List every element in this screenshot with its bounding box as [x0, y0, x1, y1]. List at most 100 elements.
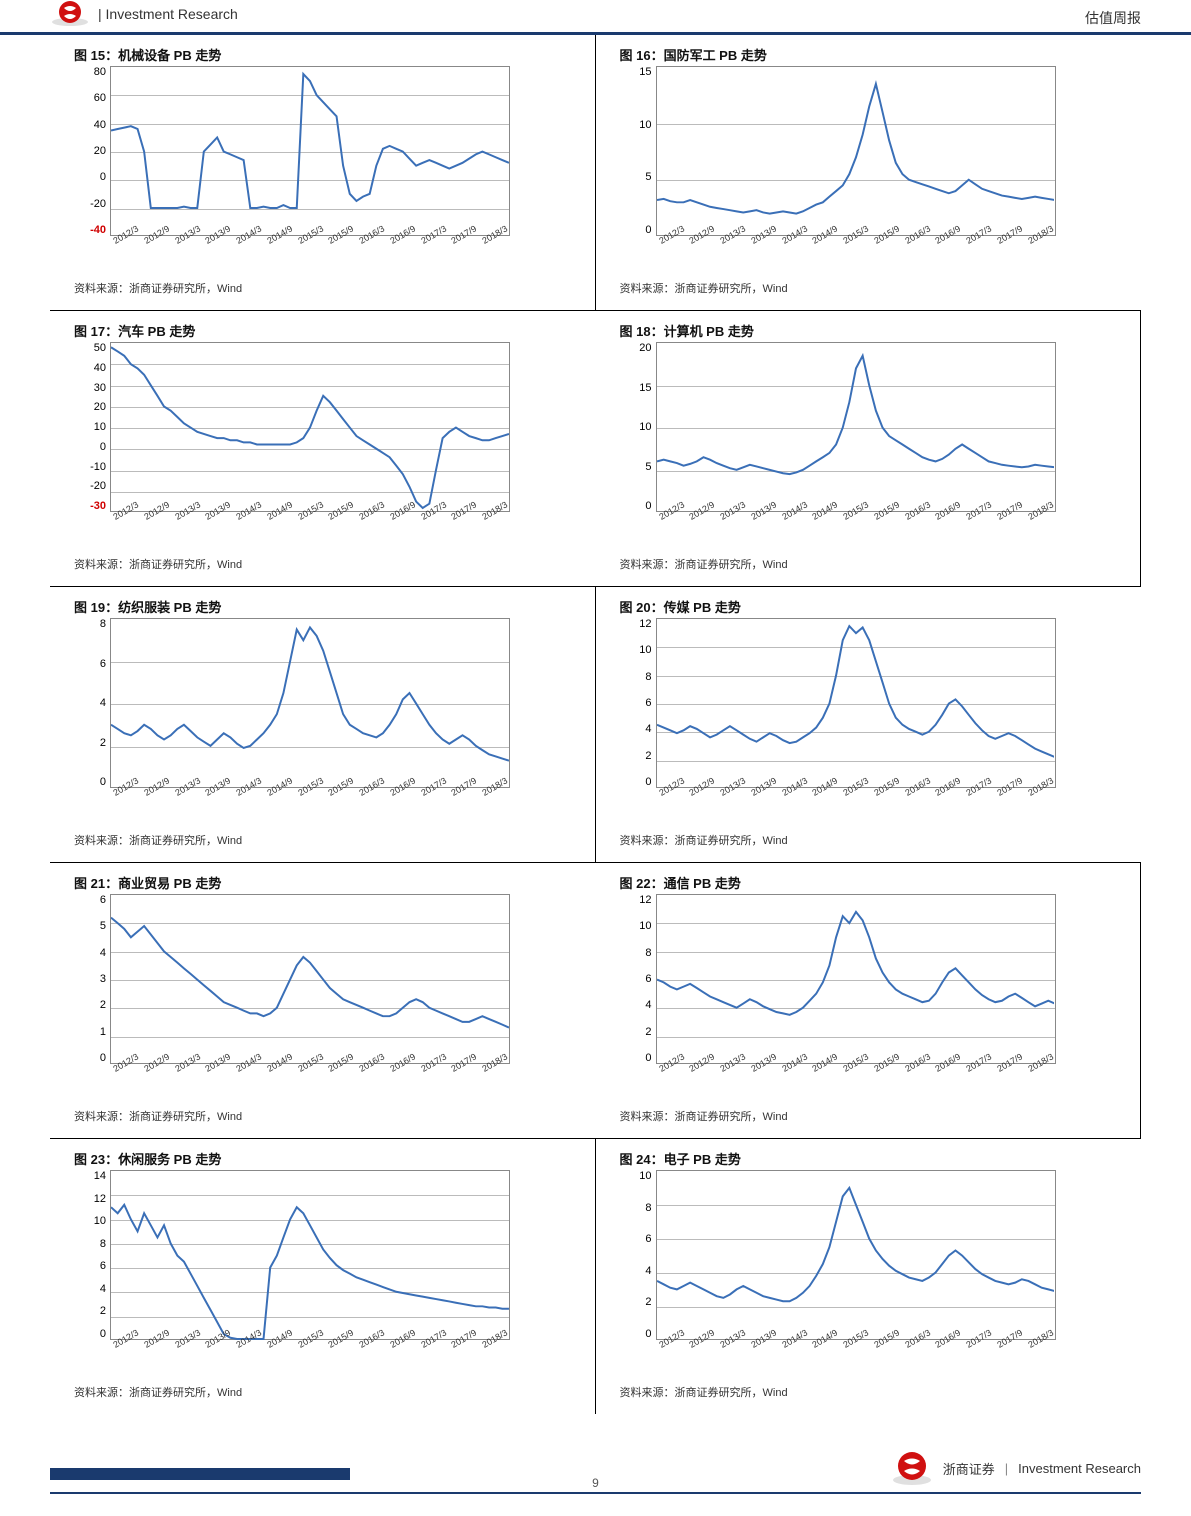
y-tick: 10: [70, 421, 106, 433]
y-tick: 0: [616, 224, 652, 236]
series-line: [657, 912, 1055, 1015]
y-tick: 1: [70, 1026, 106, 1038]
y-tick: -40: [70, 224, 106, 236]
y-tick: 50: [70, 342, 106, 354]
chart-body: 151050: [616, 66, 1122, 236]
y-tick: 10: [616, 920, 652, 932]
series-line: [111, 347, 509, 508]
chart-title: 图 24：电子 PB 走势: [616, 1149, 1122, 1168]
y-tick: 0: [616, 500, 652, 512]
y-tick: 8: [70, 618, 106, 630]
chart-cell: 图 21：商业贸易 PB 走势65432102012/32012/92013/3…: [50, 863, 596, 1138]
y-tick: 0: [70, 171, 106, 183]
y-tick: 14: [70, 1170, 106, 1182]
chart-source: 资料来源：浙商证券研究所，Wind: [616, 280, 1122, 296]
chart-source: 资料来源：浙商证券研究所，Wind: [616, 1108, 1121, 1124]
y-tick: -10: [70, 461, 106, 473]
y-axis: 6543210: [70, 894, 110, 1064]
y-tick: 2: [70, 999, 106, 1011]
y-axis: 86420: [70, 618, 110, 788]
x-axis: 2012/32012/92013/32013/92014/32014/92015…: [110, 514, 510, 536]
y-tick: 2: [616, 1296, 652, 1308]
x-axis: 2012/32012/92013/32013/92014/32014/92015…: [656, 790, 1056, 812]
chart-title: 图 20：传媒 PB 走势: [616, 597, 1122, 616]
line-chart-svg: [111, 1171, 509, 1340]
chart-body: 14121086420: [70, 1170, 575, 1340]
chart-source: 资料来源：浙商证券研究所，Wind: [70, 1384, 575, 1400]
plot-area: [656, 342, 1056, 512]
chart-body: 20151050: [616, 342, 1121, 512]
y-tick: 10: [616, 1170, 652, 1182]
y-axis: 50403020100-10-20-30: [70, 342, 110, 512]
y-tick: 12: [616, 618, 652, 630]
plot-area: [110, 66, 510, 236]
plot-area: [110, 342, 510, 512]
line-chart-svg: [657, 343, 1055, 512]
chart-title: 图 16：国防军工 PB 走势: [616, 45, 1122, 64]
y-axis: 121086420: [616, 618, 656, 788]
header-right-text: 估值周报: [1085, 8, 1141, 28]
company-logo-icon: [50, 0, 90, 28]
y-tick: 4: [70, 697, 106, 709]
line-chart-svg: [657, 619, 1055, 788]
chart-cell: 图 19：纺织服装 PB 走势864202012/32012/92013/320…: [50, 587, 596, 862]
y-tick: 10: [70, 1215, 106, 1227]
y-tick: 8: [70, 1238, 106, 1250]
chart-title: 图 22：通信 PB 走势: [616, 873, 1121, 892]
x-axis: 2012/32012/92013/32013/92014/32014/92015…: [110, 1342, 510, 1364]
y-tick: 5: [616, 171, 652, 183]
y-tick: 10: [616, 644, 652, 656]
chart-source: 资料来源：浙商证券研究所，Wind: [616, 1384, 1122, 1400]
series-line: [111, 627, 509, 760]
chart-title: 图 21：商业贸易 PB 走势: [70, 873, 576, 892]
y-tick: 2: [70, 1305, 106, 1317]
y-tick: 0: [616, 1328, 652, 1340]
y-tick: 0: [70, 1328, 106, 1340]
chart-source: 资料来源：浙商证券研究所，Wind: [616, 556, 1121, 572]
series-line: [657, 356, 1055, 474]
chart-source: 资料来源：浙商证券研究所，Wind: [70, 556, 576, 572]
y-tick: 6: [70, 894, 106, 906]
y-axis: 20151050: [616, 342, 656, 512]
series-line: [657, 84, 1055, 214]
chart-body: 6543210: [70, 894, 576, 1064]
plot-area: [656, 894, 1056, 1064]
chart-body: 121086420: [616, 894, 1121, 1064]
y-tick: 5: [616, 461, 652, 473]
y-axis: 1086420: [616, 1170, 656, 1340]
x-axis: 2012/32012/92013/32013/92014/32014/92015…: [656, 1066, 1056, 1088]
page-footer: 浙商证券 | Investment Research 9: [0, 1424, 1191, 1494]
y-tick: 8: [616, 671, 652, 683]
y-tick: 4: [616, 723, 652, 735]
x-axis: 2012/32012/92013/32013/92014/32014/92015…: [656, 1342, 1056, 1364]
y-tick: 12: [616, 894, 652, 906]
chart-body: 86420: [70, 618, 575, 788]
y-tick: -20: [70, 198, 106, 210]
y-tick: 2: [616, 750, 652, 762]
chart-cell: 图 24：电子 PB 走势10864202012/32012/92013/320…: [596, 1139, 1142, 1414]
chart-body: 50403020100-10-20-30: [70, 342, 576, 512]
series-line: [657, 1188, 1055, 1301]
series-line: [111, 1205, 509, 1339]
line-chart-svg: [111, 895, 509, 1064]
chart-cell: 图 16：国防军工 PB 走势1510502012/32012/92013/32…: [596, 35, 1142, 310]
plot-area: [110, 1170, 510, 1340]
y-axis: 151050: [616, 66, 656, 236]
page-number: 9: [592, 1476, 599, 1490]
chart-title: 图 19：纺织服装 PB 走势: [70, 597, 575, 616]
x-axis: 2012/32012/92013/32013/92014/32014/92015…: [656, 514, 1056, 536]
line-chart-svg: [111, 343, 509, 512]
footer-accent-bar: [50, 1468, 350, 1480]
y-tick: 0: [70, 441, 106, 453]
y-tick: 10: [616, 119, 652, 131]
line-chart-svg: [657, 1171, 1055, 1340]
x-axis: 2012/32012/92013/32013/92014/32014/92015…: [110, 238, 510, 260]
y-tick: 3: [70, 973, 106, 985]
y-tick: 40: [70, 119, 106, 131]
chart-source: 资料来源：浙商证券研究所，Wind: [70, 280, 575, 296]
y-tick: 2: [616, 1026, 652, 1038]
y-tick: 6: [616, 973, 652, 985]
y-tick: -20: [70, 480, 106, 492]
y-tick: 20: [70, 145, 106, 157]
chart-title: 图 15：机械设备 PB 走势: [70, 45, 575, 64]
